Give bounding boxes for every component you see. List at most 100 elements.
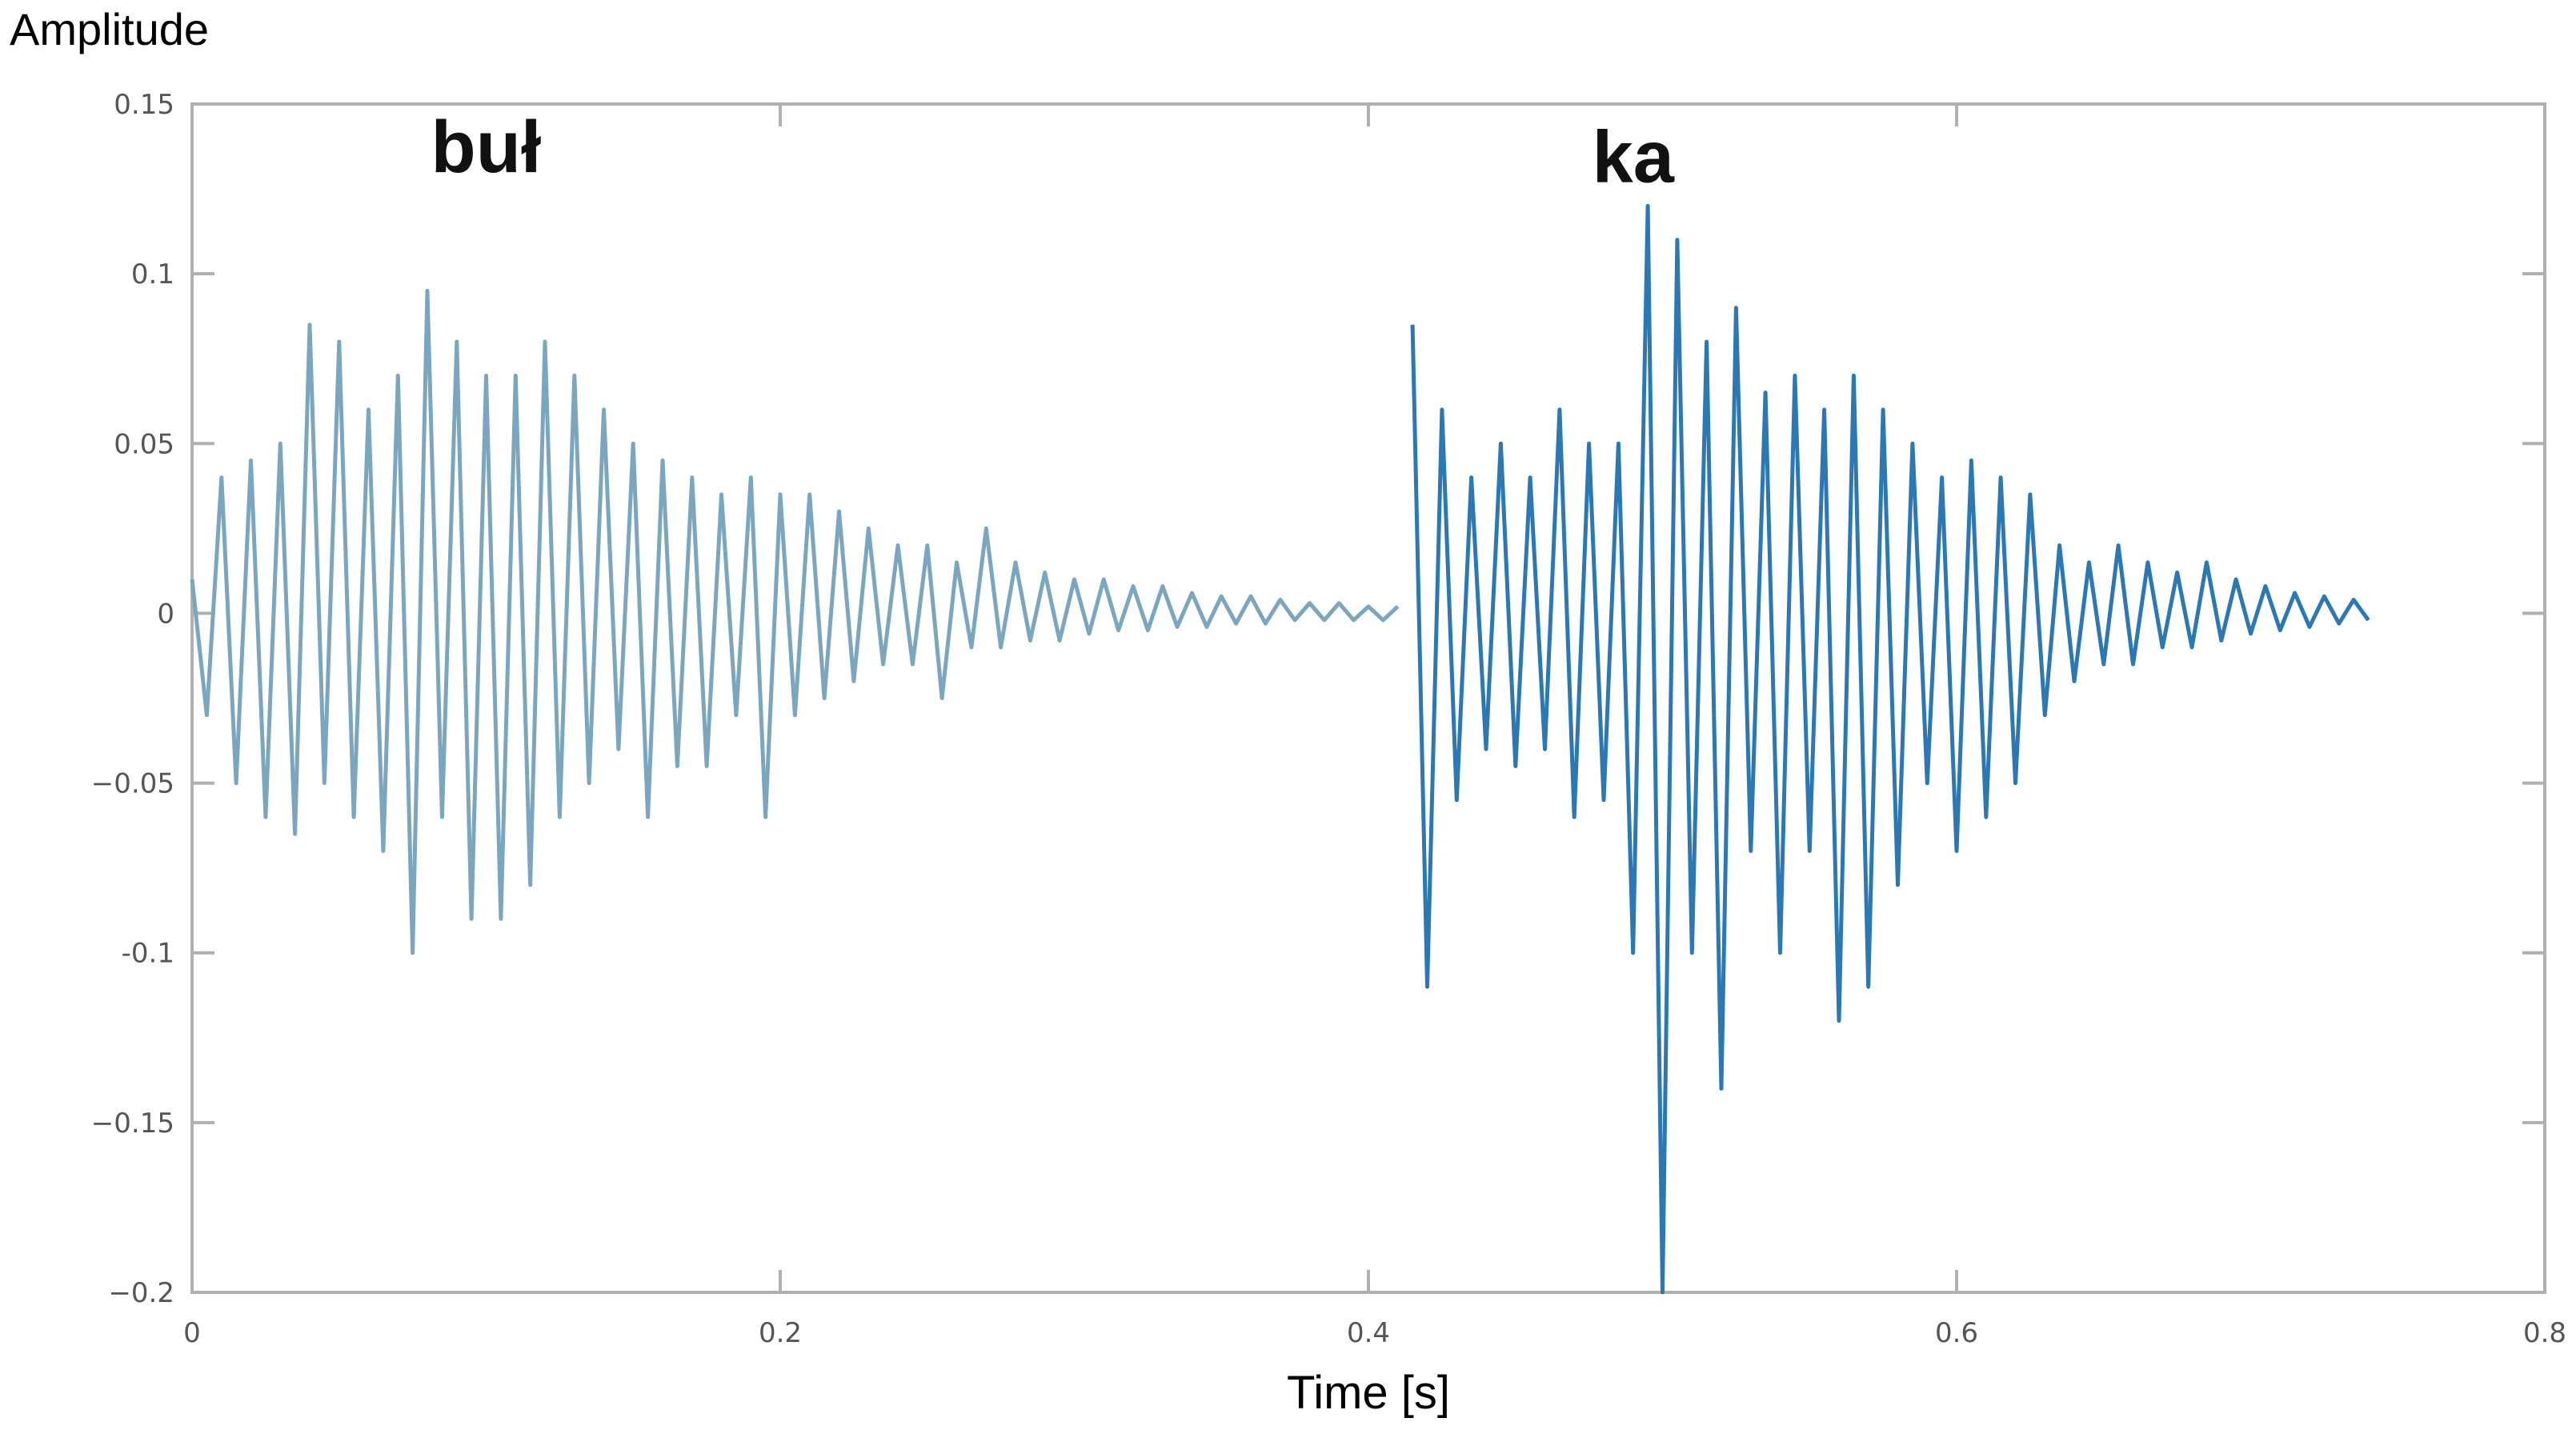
data-point xyxy=(941,698,943,699)
data-point xyxy=(1382,619,1384,621)
series-layer xyxy=(190,203,2370,1295)
data-point xyxy=(1721,1088,1722,1089)
y-tick-label: 0.15 xyxy=(114,89,174,121)
data-point xyxy=(956,562,957,563)
data-point xyxy=(1353,619,1355,621)
data-point xyxy=(1573,816,1575,818)
y-tick-label: 0 xyxy=(157,598,174,630)
data-point xyxy=(1118,630,1120,631)
syllable-annotation: buł xyxy=(431,106,542,188)
data-point xyxy=(2279,630,2281,631)
data-point xyxy=(809,494,811,495)
data-point xyxy=(515,375,516,376)
data-point xyxy=(1132,586,1134,587)
x-tick-label: 0.6 xyxy=(1935,1317,1978,1349)
data-point xyxy=(2147,562,2149,563)
data-point xyxy=(1368,606,1369,607)
data-point xyxy=(1691,952,1693,954)
data-point xyxy=(2117,545,2119,547)
y-tick-label: 0.05 xyxy=(114,428,174,460)
data-point xyxy=(2294,592,2296,594)
data-point xyxy=(1794,375,1796,376)
data-point xyxy=(2250,633,2251,635)
data-point xyxy=(221,477,222,479)
data-point xyxy=(2265,586,2266,587)
ticks: 0 0.2 0.4 0.6 0.8 0.15 0.1 0.05 0 −0.05 -0.1 −0.15 −… xyxy=(91,89,2566,1349)
x-axis-label: Time [s] xyxy=(1287,1367,1450,1419)
data-point xyxy=(1780,952,1781,954)
data-point xyxy=(2103,663,2105,665)
x-tick-label: 0 xyxy=(183,1317,201,1349)
data-point xyxy=(1588,443,1590,444)
data-point xyxy=(412,952,414,954)
data-point xyxy=(265,816,266,818)
plot-frame xyxy=(190,102,2546,1294)
data-point xyxy=(1074,579,1075,580)
data-point xyxy=(676,765,678,767)
data-point xyxy=(603,409,604,411)
data-point xyxy=(1250,595,1252,597)
data-point xyxy=(191,579,193,580)
data-point xyxy=(1412,324,1413,326)
data-point xyxy=(559,816,560,818)
data-point xyxy=(1088,633,1090,635)
data-point xyxy=(441,816,443,818)
data-point xyxy=(2368,619,2369,621)
data-point xyxy=(1529,477,1531,479)
data-point xyxy=(427,290,428,291)
annotations: buł ka xyxy=(431,106,1675,198)
data-point xyxy=(2235,579,2237,580)
data-point xyxy=(867,527,869,529)
data-point xyxy=(294,833,296,835)
data-point xyxy=(279,443,281,444)
data-point xyxy=(1970,460,1972,461)
data-point xyxy=(2323,595,2325,597)
data-point xyxy=(1735,307,1737,309)
data-point xyxy=(1912,443,1913,444)
data-point xyxy=(353,816,355,818)
data-point xyxy=(1044,572,1046,573)
data-point xyxy=(1824,409,1825,411)
data-point xyxy=(1500,443,1501,444)
data-point xyxy=(2059,545,2061,547)
data-point xyxy=(368,409,369,411)
data-point xyxy=(1029,639,1031,641)
data-point xyxy=(2029,494,2031,495)
data-point xyxy=(823,698,825,699)
data-point xyxy=(1515,765,1516,767)
data-point xyxy=(721,494,722,495)
data-point xyxy=(2205,562,2207,563)
waveform-series xyxy=(1410,203,2370,1295)
data-point xyxy=(1882,409,1884,411)
data-point xyxy=(1485,748,1487,750)
data-point xyxy=(647,816,649,818)
data-point xyxy=(1897,884,1898,886)
data-point xyxy=(765,816,767,818)
data-point xyxy=(250,460,251,461)
data-point xyxy=(1617,443,1619,444)
y-axis-label: Amplitude xyxy=(10,4,209,54)
data-point xyxy=(1397,606,1399,607)
data-point xyxy=(2338,623,2340,624)
data-point xyxy=(985,527,987,529)
data-point xyxy=(1559,409,1560,411)
data-point xyxy=(691,477,693,479)
data-point xyxy=(397,375,399,376)
waveform-series xyxy=(190,288,1400,955)
x-tick-label: 0.4 xyxy=(1347,1317,1390,1349)
data-point xyxy=(779,494,781,495)
data-point xyxy=(1294,619,1296,621)
data-point xyxy=(574,375,575,376)
data-point xyxy=(1765,392,1766,394)
data-point xyxy=(1985,816,1987,818)
data-point xyxy=(1264,623,1266,624)
y-tick-label: -0.1 xyxy=(122,938,174,970)
data-point xyxy=(853,680,855,682)
data-point xyxy=(911,663,913,665)
x-tick-label: 0.8 xyxy=(2523,1317,2566,1349)
data-point xyxy=(1162,586,1164,587)
data-point xyxy=(618,748,619,750)
data-point xyxy=(486,375,487,376)
data-point xyxy=(1220,595,1222,597)
